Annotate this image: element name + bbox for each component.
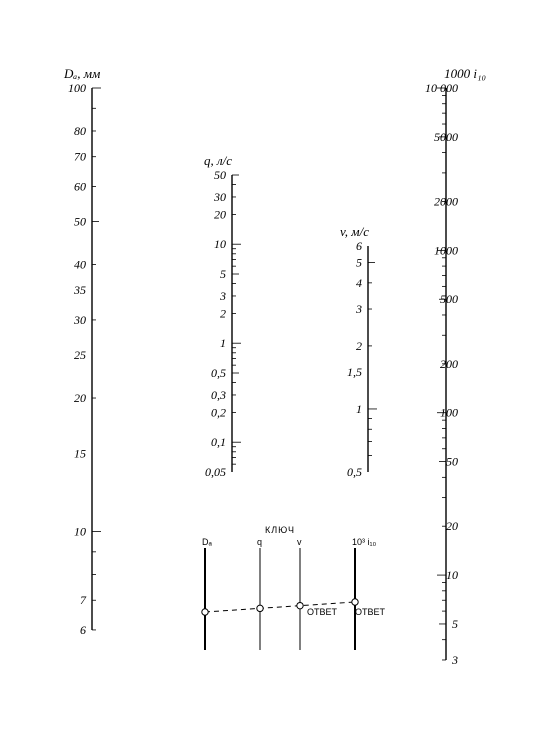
svg-text:100: 100 <box>440 406 458 420</box>
svg-text:20: 20 <box>74 391 86 405</box>
svg-text:2000: 2000 <box>434 194 458 208</box>
svg-text:0,5: 0,5 <box>211 366 226 380</box>
svg-text:20: 20 <box>214 207 226 221</box>
svg-text:500: 500 <box>440 292 458 306</box>
svg-text:3: 3 <box>355 302 362 316</box>
svg-text:6: 6 <box>356 239 362 253</box>
svg-text:10: 10 <box>74 525 86 539</box>
svg-text:50: 50 <box>446 455 458 469</box>
svg-text:5: 5 <box>220 267 226 281</box>
svg-text:4: 4 <box>356 276 362 290</box>
svg-text:3: 3 <box>451 653 458 667</box>
svg-text:ОТВЕТ: ОТВЕТ <box>307 607 338 617</box>
svg-text:20: 20 <box>446 519 458 533</box>
svg-text:0,3: 0,3 <box>211 388 226 402</box>
svg-text:25: 25 <box>74 348 86 362</box>
svg-text:30: 30 <box>213 190 226 204</box>
svg-text:50: 50 <box>214 168 226 182</box>
axis-i <box>437 88 446 660</box>
svg-text:10 000: 10 000 <box>425 81 458 95</box>
axis-title-v: v, м/с <box>340 224 369 239</box>
svg-text:15: 15 <box>74 446 86 460</box>
axis-title-D: Dₐ, мм <box>63 66 100 81</box>
svg-text:80: 80 <box>74 124 86 138</box>
svg-text:3: 3 <box>219 289 226 303</box>
svg-text:5: 5 <box>356 256 362 270</box>
svg-text:10: 10 <box>446 568 458 582</box>
svg-text:5000: 5000 <box>434 130 458 144</box>
svg-text:5: 5 <box>452 617 458 631</box>
svg-text:200: 200 <box>440 357 458 371</box>
svg-text:1: 1 <box>220 336 226 350</box>
svg-text:1,5: 1,5 <box>347 365 362 379</box>
svg-text:q: q <box>257 537 262 547</box>
svg-text:30: 30 <box>73 313 86 327</box>
svg-text:40: 40 <box>74 258 86 272</box>
svg-text:ОТВЕТ: ОТВЕТ <box>355 607 386 617</box>
svg-text:70: 70 <box>74 150 86 164</box>
svg-text:0,2: 0,2 <box>211 405 226 419</box>
axis-q <box>232 175 241 472</box>
axis-title-i: 1000 i₁₀ <box>444 66 486 81</box>
svg-text:0,5: 0,5 <box>347 465 362 479</box>
axis-title-q: q, л/с <box>204 153 232 168</box>
svg-text:6: 6 <box>80 623 86 637</box>
svg-text:2: 2 <box>220 306 226 320</box>
svg-text:10³ i₁₀: 10³ i₁₀ <box>352 537 377 547</box>
svg-text:1000: 1000 <box>434 243 458 257</box>
svg-text:v: v <box>297 537 302 547</box>
svg-text:Dₐ: Dₐ <box>202 537 212 547</box>
svg-text:7: 7 <box>80 593 87 607</box>
svg-text:100: 100 <box>68 81 86 95</box>
axis-D <box>92 88 101 630</box>
axis-v <box>368 246 377 472</box>
svg-text:10: 10 <box>214 237 226 251</box>
svg-text:35: 35 <box>73 283 86 297</box>
svg-text:60: 60 <box>74 179 86 193</box>
svg-text:КЛЮЧ: КЛЮЧ <box>265 525 295 535</box>
svg-text:2: 2 <box>356 339 362 353</box>
svg-text:1: 1 <box>356 402 362 416</box>
svg-text:50: 50 <box>74 215 86 229</box>
svg-text:0,05: 0,05 <box>205 465 226 479</box>
svg-text:0,1: 0,1 <box>211 435 226 449</box>
key-diagram <box>202 548 358 650</box>
